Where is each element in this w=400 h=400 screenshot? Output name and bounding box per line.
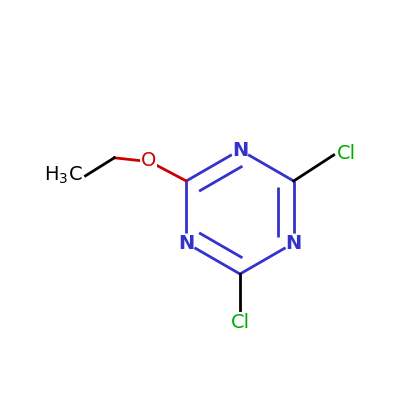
Circle shape <box>178 234 195 252</box>
Text: N: N <box>286 234 302 252</box>
Text: Cl: Cl <box>230 313 250 332</box>
Text: N: N <box>232 140 248 160</box>
Text: H$_3$C: H$_3$C <box>44 165 82 186</box>
Circle shape <box>285 234 302 252</box>
Text: N: N <box>178 234 194 252</box>
Text: Cl: Cl <box>337 144 356 163</box>
Text: O: O <box>141 152 156 170</box>
Circle shape <box>231 141 249 159</box>
